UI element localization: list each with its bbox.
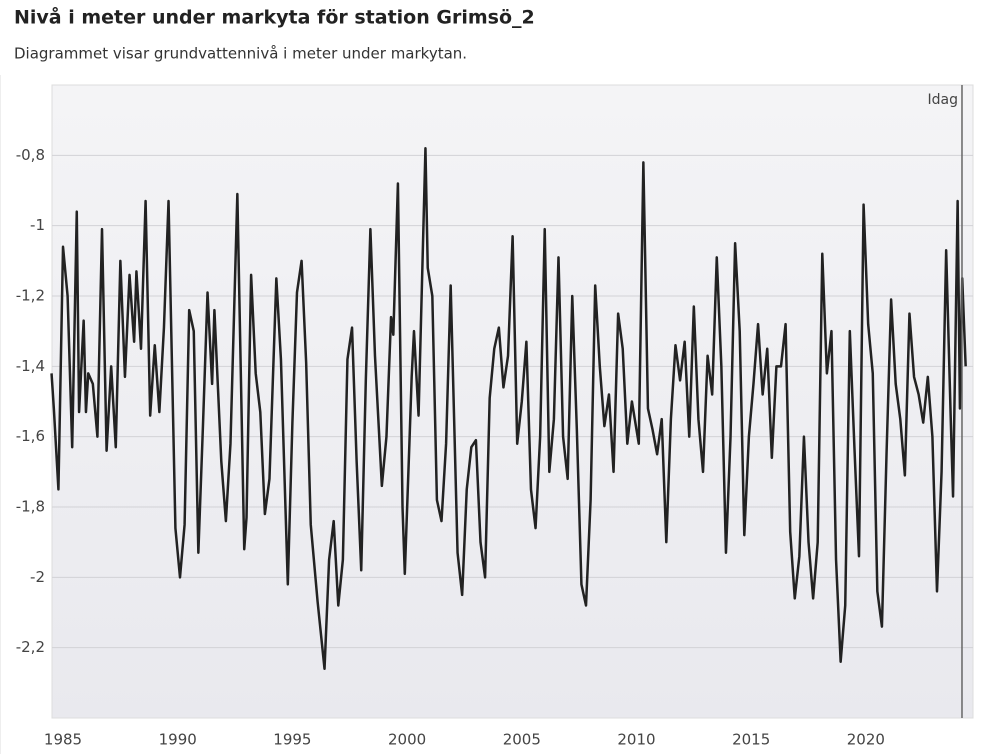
- x-tick-label: 2015: [732, 731, 770, 749]
- y-tick-label: -1,2: [16, 287, 45, 305]
- x-tick-label: 1985: [44, 731, 82, 749]
- x-tick-label: 2010: [617, 731, 655, 749]
- y-tick-label: -0,8: [16, 146, 45, 164]
- y-tick-label: -1,8: [16, 498, 45, 516]
- y-tick-label: -2: [30, 568, 45, 586]
- x-tick-label: 1995: [273, 731, 311, 749]
- y-tick-label: -1: [30, 216, 45, 234]
- data-line: [50, 147, 967, 671]
- y-tick-label: -2,2: [16, 638, 45, 656]
- x-tick-label: 1990: [159, 731, 197, 749]
- chart-subtitle: Diagrammet visar grundvattennivå i meter…: [14, 45, 467, 63]
- plot-area: [51, 84, 974, 719]
- y-tick-label: -1,4: [16, 357, 45, 375]
- x-tick-label: 2020: [847, 731, 885, 749]
- today-label: Idag: [928, 92, 958, 108]
- x-tick-label: 2005: [503, 731, 541, 749]
- x-tick-label: 2000: [388, 731, 426, 749]
- chart-title: Nivå i meter under markyta för station G…: [14, 5, 535, 29]
- y-tick-label: -1,6: [16, 427, 45, 445]
